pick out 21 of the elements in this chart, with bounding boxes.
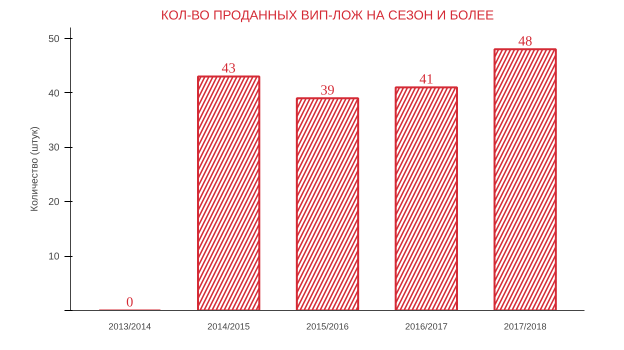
data-label: 48 (518, 34, 532, 50)
y-tick-label: 30 (48, 142, 60, 154)
y-tick-label: 10 (48, 252, 60, 263)
x-tick-label: 2017/2018 (504, 322, 546, 332)
x-tick-label: 2014/2015 (207, 322, 250, 332)
data-label: 0 (126, 296, 134, 310)
data-label: 39 (320, 83, 334, 98)
y-tick-label: 50 (48, 34, 60, 45)
y-tick-label: 20 (48, 197, 60, 208)
x-tick-label: 2015/2016 (306, 322, 349, 332)
y-axis-title: Количество (штук) (29, 126, 40, 212)
x-tick-label: 2013/2014 (108, 322, 152, 332)
bar (494, 48, 557, 310)
x-tick-label: 2016/2017 (405, 322, 448, 332)
bar (197, 75, 260, 310)
y-tick-label: 40 (48, 88, 60, 100)
chart-title: КОЛ-ВО ПРОДАННЫХ ВИП-ЛОЖ НА СЕЗОН И БОЛЕЕ (161, 8, 494, 22)
bar (296, 97, 360, 310)
data-label: 41 (419, 72, 434, 88)
data-label: 43 (222, 61, 236, 76)
bar (394, 86, 458, 310)
